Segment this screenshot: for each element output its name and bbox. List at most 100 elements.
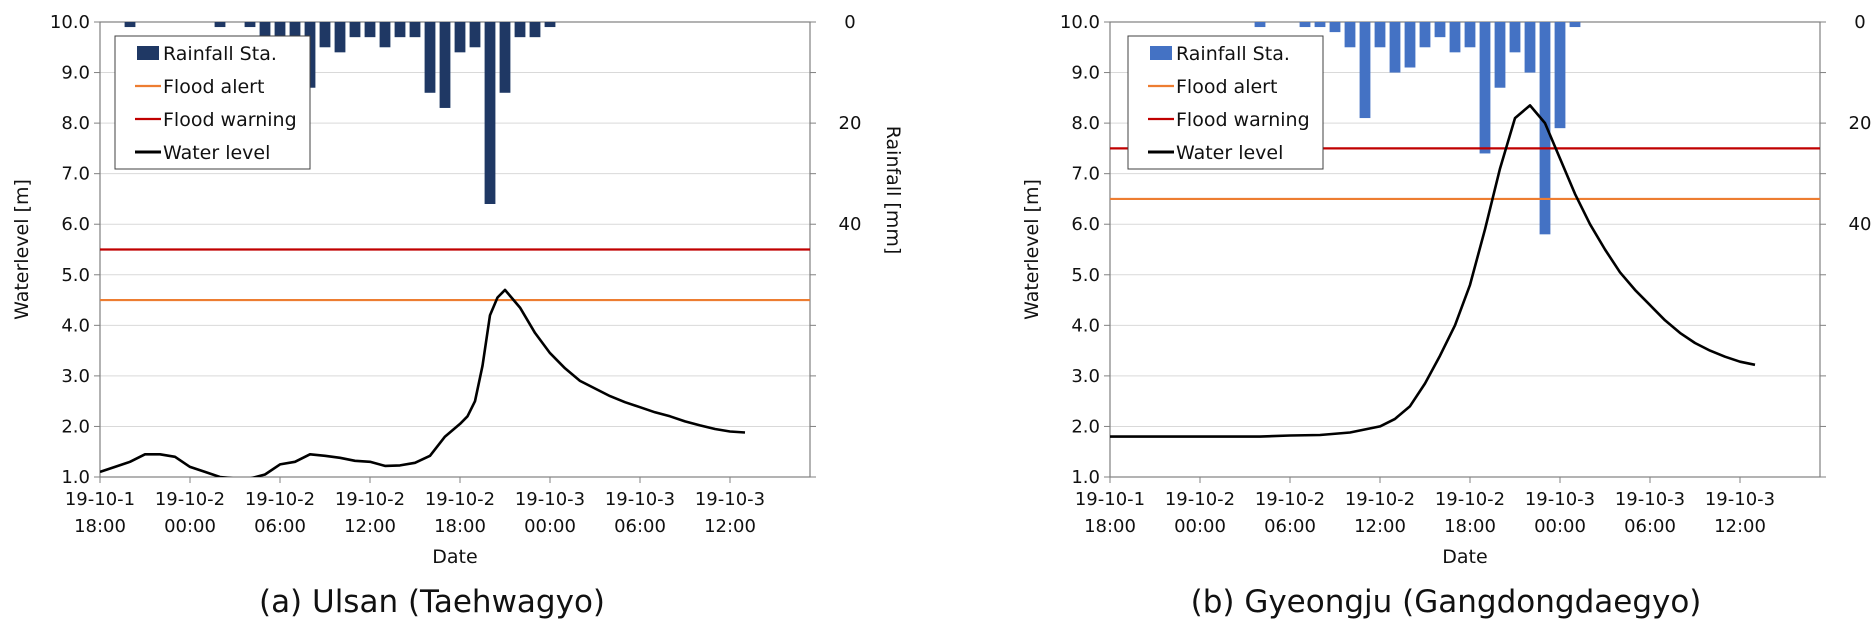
x-tick-label-date: 19-10-2 bbox=[335, 489, 405, 510]
x-tick-label-date: 19-10-3 bbox=[695, 489, 765, 510]
rainfall-bar bbox=[499, 22, 511, 93]
y-tick-label: 3.0 bbox=[61, 366, 90, 387]
legend-label: Flood warning bbox=[1176, 109, 1310, 131]
x-tick-label-time: 12:00 bbox=[344, 516, 396, 537]
legend-water-level: Water level bbox=[135, 142, 270, 164]
rainfall-bar bbox=[1254, 22, 1266, 28]
y2-tick-label: 0 bbox=[844, 12, 855, 33]
water-level-line bbox=[1110, 104, 1756, 438]
rainfall-bar bbox=[1359, 22, 1371, 119]
y2-tick-label: 20 bbox=[839, 113, 862, 134]
rainfall-bar bbox=[394, 22, 406, 38]
rainfall-bar bbox=[529, 22, 541, 38]
y-tick-label: 10.0 bbox=[50, 12, 90, 33]
legend-flood-alert: Flood alert bbox=[135, 76, 264, 98]
x-axis-title: Date bbox=[1442, 546, 1487, 568]
rainfall-bars bbox=[1254, 22, 1581, 235]
rainfall-bar bbox=[244, 22, 256, 28]
legend-label: Water level bbox=[1176, 142, 1283, 164]
legend-label: Flood alert bbox=[163, 76, 264, 98]
rainfall-bar bbox=[1509, 22, 1521, 53]
rainfall-bar bbox=[454, 22, 466, 53]
rainfall-bar bbox=[469, 22, 481, 48]
x-tick-label-date: 19-10-2 bbox=[155, 489, 225, 510]
y-tick-label: 2.0 bbox=[1071, 416, 1100, 437]
y2-tick-label: 20 bbox=[1849, 113, 1872, 134]
legend-swatch bbox=[1150, 46, 1172, 60]
y-tick-label: 5.0 bbox=[1071, 265, 1100, 286]
x-tick-label-date: 19-10-2 bbox=[1345, 489, 1415, 510]
x-tick-label-time: 18:00 bbox=[1084, 516, 1136, 537]
rainfall-bar bbox=[1419, 22, 1431, 48]
y2-axis-title: Rainfall [mm] bbox=[882, 126, 904, 255]
y-tick-label: 1.0 bbox=[61, 467, 90, 488]
x-tick-label-date: 19-10-2 bbox=[245, 489, 315, 510]
rainfall-bar bbox=[1404, 22, 1416, 68]
y-tick-label: 9.0 bbox=[61, 63, 90, 84]
x-tick-label-date: 19-10-2 bbox=[1255, 489, 1325, 510]
x-tick-label-time: 00:00 bbox=[1534, 516, 1586, 537]
y-tick-label: 6.0 bbox=[61, 214, 90, 235]
rainfall-bar bbox=[1569, 22, 1581, 28]
x-tick-label-time: 00:00 bbox=[1174, 516, 1226, 537]
x-tick-label-date: 19-10-3 bbox=[1615, 489, 1685, 510]
legend-water-level: Water level bbox=[1148, 142, 1283, 164]
x-axis-title: Date bbox=[432, 546, 477, 568]
legend-label: Rainfall Sta. bbox=[163, 43, 277, 65]
x-tick-label-time: 18:00 bbox=[434, 516, 486, 537]
y-tick-label: 8.0 bbox=[61, 113, 90, 134]
x-tick-label-time: 18:00 bbox=[74, 516, 126, 537]
rainfall-bar bbox=[334, 22, 346, 53]
legend: Rainfall Sta. Flood alert Flood warning Wat… bbox=[114, 35, 311, 170]
rainfall-bar bbox=[1299, 22, 1311, 28]
rainfall-bar bbox=[1539, 22, 1551, 235]
rainfall-bar bbox=[1374, 22, 1386, 48]
y-tick-label: 4.0 bbox=[61, 315, 90, 336]
rainfall-bar bbox=[1524, 22, 1536, 73]
x-tick-label-date: 19-10-3 bbox=[515, 489, 585, 510]
panel-caption: (b) Gyeongju (Gangdongdaegyo) bbox=[1191, 584, 1702, 620]
x-tick-label-time: 18:00 bbox=[1444, 516, 1496, 537]
legend-flood-warning: Flood warning bbox=[1148, 109, 1310, 131]
rainfall-bar bbox=[409, 22, 421, 38]
x-tick-label-time: 06:00 bbox=[254, 516, 306, 537]
y-axis-title: Waterlevel [m] bbox=[11, 179, 33, 320]
rainfall-bar bbox=[1314, 22, 1326, 28]
panel-caption: (a) Ulsan (Taehwagyo) bbox=[259, 584, 605, 620]
y-tick-label: 6.0 bbox=[1071, 214, 1100, 235]
x-tick-label-time: 06:00 bbox=[1264, 516, 1316, 537]
water-level-line bbox=[100, 288, 746, 477]
rainfall-bar bbox=[1329, 22, 1341, 33]
chart-panel-2: 1.0 2.0 3.0 4.0 5.0 6.0 7.0 8.0 9.0 10.0 0 20 40 19-1… bbox=[1021, 12, 1872, 620]
rainfall-bar bbox=[1464, 22, 1476, 48]
x-tick-label-time: 06:00 bbox=[614, 516, 666, 537]
y2-tick-label: 40 bbox=[839, 214, 862, 235]
y-tick-label: 2.0 bbox=[61, 416, 90, 437]
rainfall-bar bbox=[1434, 22, 1446, 38]
rainfall-bar bbox=[349, 22, 361, 38]
rainfall-bar bbox=[1554, 22, 1566, 129]
x-tick-label-time: 00:00 bbox=[524, 516, 576, 537]
legend-flood-alert: Flood alert bbox=[1148, 76, 1277, 98]
x-tick-label-time: 12:00 bbox=[1354, 516, 1406, 537]
legend-label: Rainfall Sta. bbox=[1176, 43, 1290, 65]
rainfall-bar bbox=[364, 22, 376, 38]
y-tick-label: 7.0 bbox=[1071, 164, 1100, 185]
rainfall-bar bbox=[1479, 22, 1491, 154]
rainfall-bar bbox=[1389, 22, 1401, 73]
rainfall-bar bbox=[424, 22, 436, 93]
rainfall-bar bbox=[214, 22, 226, 28]
rainfall-bar bbox=[1449, 22, 1461, 53]
rainfall-bar bbox=[259, 22, 271, 48]
y2-tick-label: 40 bbox=[1849, 214, 1872, 235]
legend-swatch bbox=[137, 46, 159, 60]
x-tick-label-date: 19-10-3 bbox=[1705, 489, 1775, 510]
rainfall-bar bbox=[439, 22, 451, 108]
x-tick-label-date: 19-10-3 bbox=[1525, 489, 1595, 510]
rainfall-bar bbox=[379, 22, 391, 48]
legend-rainfall: Rainfall Sta. bbox=[1150, 43, 1290, 65]
y-tick-label: 5.0 bbox=[61, 265, 90, 286]
rainfall-bar bbox=[544, 22, 556, 28]
y-axis-title: Waterlevel [m] bbox=[1021, 179, 1043, 320]
